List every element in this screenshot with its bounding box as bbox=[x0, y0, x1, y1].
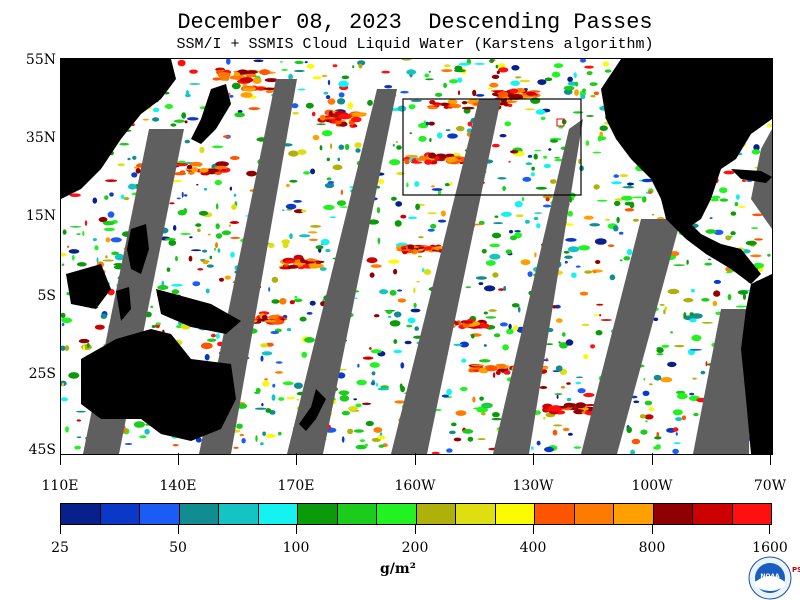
lon-label-70w: 70W bbox=[753, 478, 787, 494]
lon-label-110e: 110E bbox=[41, 478, 79, 494]
colorbar-segment bbox=[653, 504, 693, 524]
lat-label-25s: 25S bbox=[28, 366, 56, 382]
small-marker bbox=[556, 118, 565, 127]
colorbar-segment bbox=[693, 504, 733, 524]
colorbar-tick bbox=[415, 524, 416, 534]
swath-gap-2 bbox=[199, 79, 297, 454]
colorbar-segment bbox=[298, 504, 338, 524]
lon-tick bbox=[652, 453, 653, 465]
lon-label-100w: 100W bbox=[631, 478, 673, 494]
swath-gap-3 bbox=[287, 89, 397, 454]
colorbar-tick bbox=[296, 524, 297, 534]
colorbar-segment bbox=[495, 504, 535, 524]
colorbar-segment bbox=[456, 504, 496, 524]
land-new-guinea bbox=[156, 289, 241, 334]
colorbar-segment bbox=[219, 504, 259, 524]
lon-tick bbox=[770, 453, 771, 465]
colorbar-segment bbox=[377, 504, 417, 524]
colorbar-segment bbox=[337, 504, 377, 524]
colorbar-segment bbox=[416, 504, 456, 524]
colorbar bbox=[60, 503, 772, 525]
colorbar-label-50: 50 bbox=[169, 540, 187, 556]
land-central-america bbox=[661, 199, 761, 284]
lon-tick bbox=[178, 453, 179, 465]
subregion-box bbox=[402, 98, 582, 196]
land-new-zealand bbox=[299, 389, 326, 431]
colorbar-tick bbox=[60, 524, 61, 534]
colorbar-tick bbox=[769, 524, 770, 534]
colorbar-label-800: 800 bbox=[638, 540, 666, 556]
units-label: g/m² bbox=[380, 561, 416, 577]
land-caribbean bbox=[731, 169, 772, 183]
lon-tick bbox=[296, 453, 297, 465]
colorbar-tick bbox=[652, 524, 653, 534]
colorbar-label-200: 200 bbox=[401, 540, 429, 556]
colorbar-segment bbox=[100, 504, 140, 524]
colorbar-label-25: 25 bbox=[51, 540, 69, 556]
colorbar-label-1600: 1600 bbox=[752, 540, 788, 556]
lat-label-5s: 5S bbox=[37, 288, 57, 304]
colorbar-segment bbox=[574, 504, 614, 524]
land-asia bbox=[61, 59, 176, 199]
cloud-liquid-water-map bbox=[60, 58, 773, 455]
colorbar-tick bbox=[533, 524, 534, 534]
colorbar-segment bbox=[535, 504, 575, 524]
noaa-logo-text: NOAA bbox=[760, 573, 780, 580]
colorbar-segment bbox=[179, 504, 219, 524]
lon-tick bbox=[533, 453, 534, 465]
lon-tick bbox=[415, 453, 416, 465]
psl-mark: PSL bbox=[792, 566, 800, 574]
lat-label-35n: 35N bbox=[25, 130, 56, 146]
land-japan bbox=[191, 84, 231, 144]
lon-label-140e: 140E bbox=[159, 478, 197, 494]
colorbar-segment bbox=[258, 504, 298, 524]
land-masses bbox=[61, 59, 772, 454]
land-south-america bbox=[741, 274, 772, 454]
swath-gaps bbox=[83, 79, 772, 454]
colorbar-tick bbox=[178, 524, 179, 534]
lon-label-130w: 130W bbox=[512, 478, 554, 494]
swath-gap-4 bbox=[391, 99, 501, 454]
land-sulawesi bbox=[116, 287, 131, 321]
swath-gap-6 bbox=[581, 219, 681, 454]
lat-label-45s: 45S bbox=[28, 442, 56, 458]
colorbar-segment bbox=[140, 504, 180, 524]
colorbar-label-400: 400 bbox=[519, 540, 547, 556]
swath-gap-7 bbox=[693, 309, 751, 454]
map-title: December 08, 2023 Descending Passes bbox=[177, 10, 653, 35]
colorbar-segment bbox=[732, 504, 771, 524]
lat-label-55n: 55N bbox=[25, 52, 56, 68]
map-subtitle: SSM/I + SSMIS Cloud Liquid Water (Karste… bbox=[176, 36, 654, 53]
lat-label-15n: 15N bbox=[25, 208, 56, 224]
land-australia bbox=[81, 329, 236, 441]
land-north-america bbox=[601, 59, 772, 229]
lon-label-170e: 170E bbox=[277, 478, 315, 494]
land-philippines bbox=[127, 224, 149, 274]
swath-gap-5 bbox=[493, 119, 583, 454]
colorbar-segment bbox=[61, 504, 101, 524]
map-canvas bbox=[61, 59, 772, 454]
noaa-logo: NOAA bbox=[748, 556, 792, 600]
colorbar-label-100: 100 bbox=[282, 540, 310, 556]
land-borneo bbox=[66, 264, 111, 309]
lon-label-160w: 160W bbox=[394, 478, 436, 494]
colorbar-segment bbox=[614, 504, 654, 524]
lon-tick bbox=[60, 453, 61, 465]
